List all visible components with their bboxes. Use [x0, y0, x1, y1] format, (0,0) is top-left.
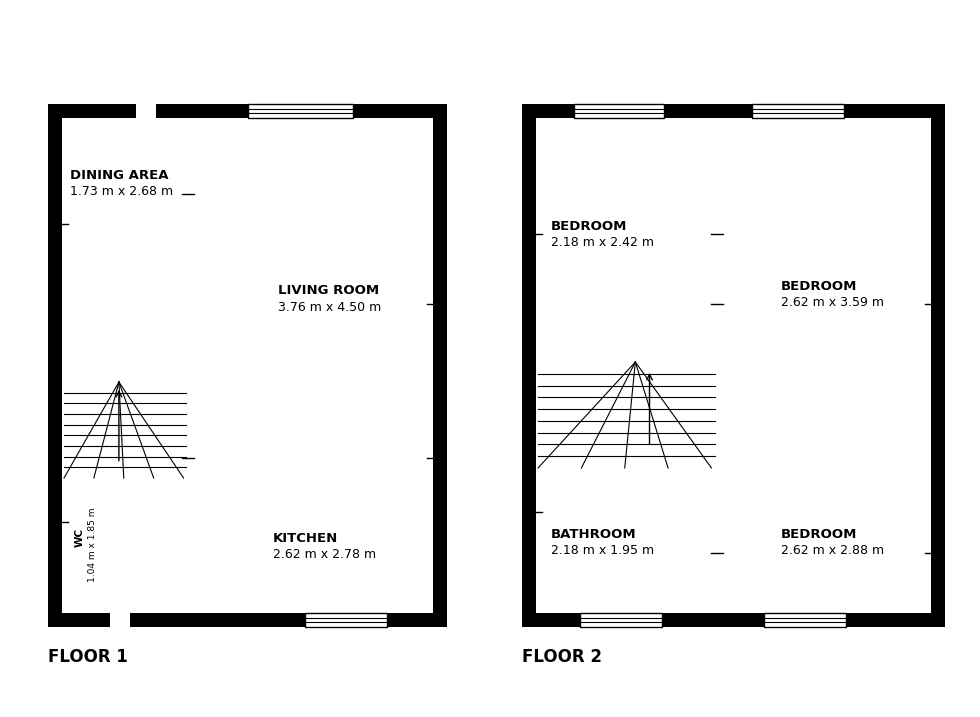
Bar	[522, 104, 945, 627]
Bar	[536, 118, 931, 613]
Bar	[717, 118, 731, 613]
Bar	[188, 118, 202, 382]
Bar	[536, 348, 731, 362]
Bar	[695, 468, 715, 482]
Text: BEDROOM: BEDROOM	[781, 280, 858, 293]
Bar	[188, 492, 202, 613]
Bar	[62, 368, 82, 382]
Bar	[574, 104, 664, 118]
Text: 2.18 m x 1.95 m: 2.18 m x 1.95 m	[551, 543, 654, 556]
Bar	[202, 478, 433, 492]
Text: KITCHEN: KITCHEN	[272, 533, 338, 546]
Bar	[736, 468, 756, 482]
Text: 3.76 m x 4.50 m: 3.76 m x 4.50 m	[277, 301, 381, 314]
Bar	[188, 118, 202, 382]
Text: WC: WC	[75, 528, 85, 547]
Text: 2.62 m x 3.59 m: 2.62 m x 3.59 m	[781, 296, 884, 309]
Bar	[574, 104, 664, 118]
Bar	[764, 613, 846, 627]
Bar	[752, 104, 844, 118]
Bar	[48, 104, 447, 627]
Bar	[136, 104, 156, 118]
Bar	[752, 104, 844, 118]
Text: 2.18 m x 2.42 m: 2.18 m x 2.42 m	[551, 236, 654, 249]
Bar	[62, 478, 202, 492]
Text: BATHROOM: BATHROOM	[551, 528, 637, 541]
Bar	[580, 613, 662, 627]
Bar	[202, 478, 222, 492]
Bar	[536, 468, 731, 482]
Bar	[846, 482, 860, 562]
Bar	[695, 348, 715, 362]
Bar	[110, 613, 130, 627]
Bar	[731, 468, 931, 482]
Bar	[736, 548, 756, 562]
Text: DINING AREA: DINING AREA	[70, 169, 169, 182]
Bar	[188, 382, 202, 492]
Bar	[248, 104, 353, 118]
Text: 2.62 m x 2.78 m: 2.62 m x 2.78 m	[272, 549, 375, 561]
Text: 1.73 m x 2.68 m: 1.73 m x 2.68 m	[70, 185, 173, 198]
Bar	[580, 613, 662, 627]
Text: FLOOR 2: FLOOR 2	[522, 648, 602, 666]
Bar	[731, 482, 846, 548]
Bar	[305, 613, 387, 627]
Text: 1.04 m x 1.85 m: 1.04 m x 1.85 m	[87, 507, 96, 581]
Text: BEDROOM: BEDROOM	[551, 220, 627, 233]
Bar	[305, 613, 387, 627]
Bar	[62, 118, 433, 613]
Bar	[248, 104, 353, 118]
Bar	[764, 613, 846, 627]
Bar	[166, 478, 186, 492]
Text: BEDROOM: BEDROOM	[781, 528, 858, 541]
Bar	[62, 368, 188, 382]
Bar	[188, 382, 202, 402]
Bar	[731, 548, 846, 562]
Text: 2.62 m x 2.88 m: 2.62 m x 2.88 m	[781, 543, 884, 556]
Text: FLOOR 1: FLOOR 1	[48, 648, 127, 666]
Text: LIVING ROOM: LIVING ROOM	[277, 284, 378, 297]
